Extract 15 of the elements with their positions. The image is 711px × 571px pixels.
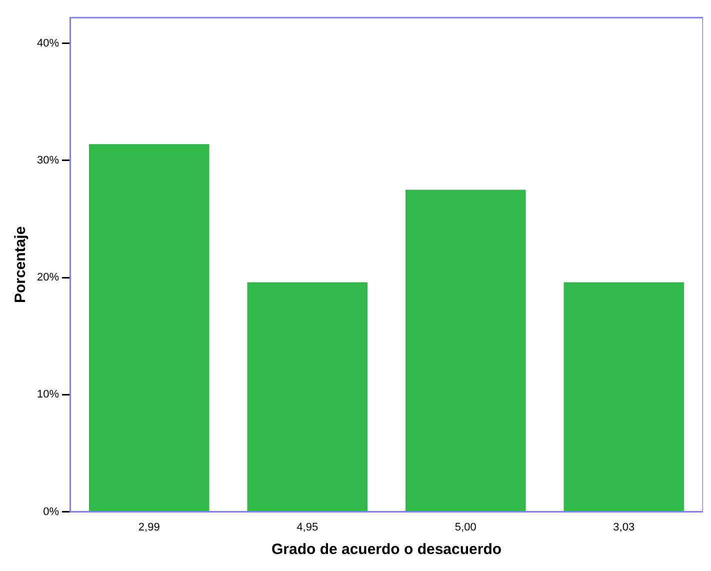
x-tick-label: 4,95 [296, 521, 318, 534]
y-tick-label: 30% [36, 154, 60, 167]
y-axis-title: Porcentaje [12, 226, 30, 304]
y-tick-label: 10% [36, 388, 60, 401]
y-tick-label: 20% [36, 272, 60, 284]
bar [89, 144, 210, 512]
bar [247, 282, 368, 512]
y-tick-label: 40% [36, 37, 60, 50]
y-tick-label: 0% [43, 506, 60, 518]
x-tick-label: 2,99 [138, 521, 160, 534]
bar [564, 282, 684, 512]
x-tick-label: 5,00 [454, 521, 476, 534]
x-tick-label: 3,03 [613, 521, 635, 534]
x-axis-title: Grado de acuerdo o desacuerdo [271, 541, 502, 558]
bar [406, 190, 526, 512]
